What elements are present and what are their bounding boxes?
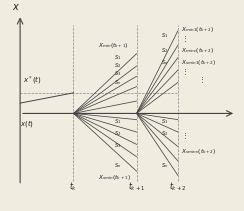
Text: $S_n$: $S_n$ [113, 78, 121, 88]
Text: $S_n$: $S_n$ [161, 161, 168, 170]
Text: $t_{k+2}$: $t_{k+2}$ [169, 181, 187, 193]
Text: $\vdots$: $\vdots$ [182, 67, 187, 77]
Text: $S_2$: $S_2$ [161, 129, 168, 138]
Text: $t_k$: $t_k$ [69, 181, 78, 193]
Text: $S_2$: $S_2$ [161, 46, 168, 54]
Text: $S_1$: $S_1$ [113, 53, 121, 62]
Text: $S_1$: $S_1$ [161, 31, 168, 40]
Text: $\vdots$: $\vdots$ [198, 76, 204, 85]
Text: $S_3$: $S_3$ [113, 69, 121, 78]
Text: $S_2$: $S_2$ [113, 61, 121, 70]
Text: $X_{minn}(t_{k+2})$: $X_{minn}(t_{k+2})$ [182, 46, 215, 55]
Text: $S_2$: $S_2$ [113, 129, 121, 138]
Text: $x^*(t)$: $x^*(t)$ [22, 74, 41, 87]
Text: $X_{smin1}(t_{k+2})$: $X_{smin1}(t_{k+2})$ [182, 58, 217, 67]
Text: $X_{sminn}(t_{k+2})$: $X_{sminn}(t_{k+2})$ [182, 147, 217, 156]
Text: $\vdots$: $\vdots$ [182, 34, 187, 44]
Text: $X_{min1}(t_{k+2})$: $X_{min1}(t_{k+2})$ [182, 25, 215, 34]
Text: $t_{k+1}$: $t_{k+1}$ [128, 181, 145, 193]
Text: $S_1$: $S_1$ [161, 117, 168, 126]
Text: $S_1$: $S_1$ [113, 117, 121, 126]
Text: $S_n$: $S_n$ [161, 58, 168, 67]
Text: $S_3$: $S_3$ [113, 141, 121, 150]
Text: $x(t)$: $x(t)$ [20, 118, 34, 129]
Text: $\vdots$: $\vdots$ [182, 131, 187, 141]
Text: x: x [12, 3, 18, 12]
Text: $X_{min}(t_{k+1})$: $X_{min}(t_{k+1})$ [98, 42, 129, 50]
Text: $S_n$: $S_n$ [113, 161, 121, 170]
Text: $X_{smin}(t_{k+1})$: $X_{smin}(t_{k+1})$ [98, 173, 131, 182]
